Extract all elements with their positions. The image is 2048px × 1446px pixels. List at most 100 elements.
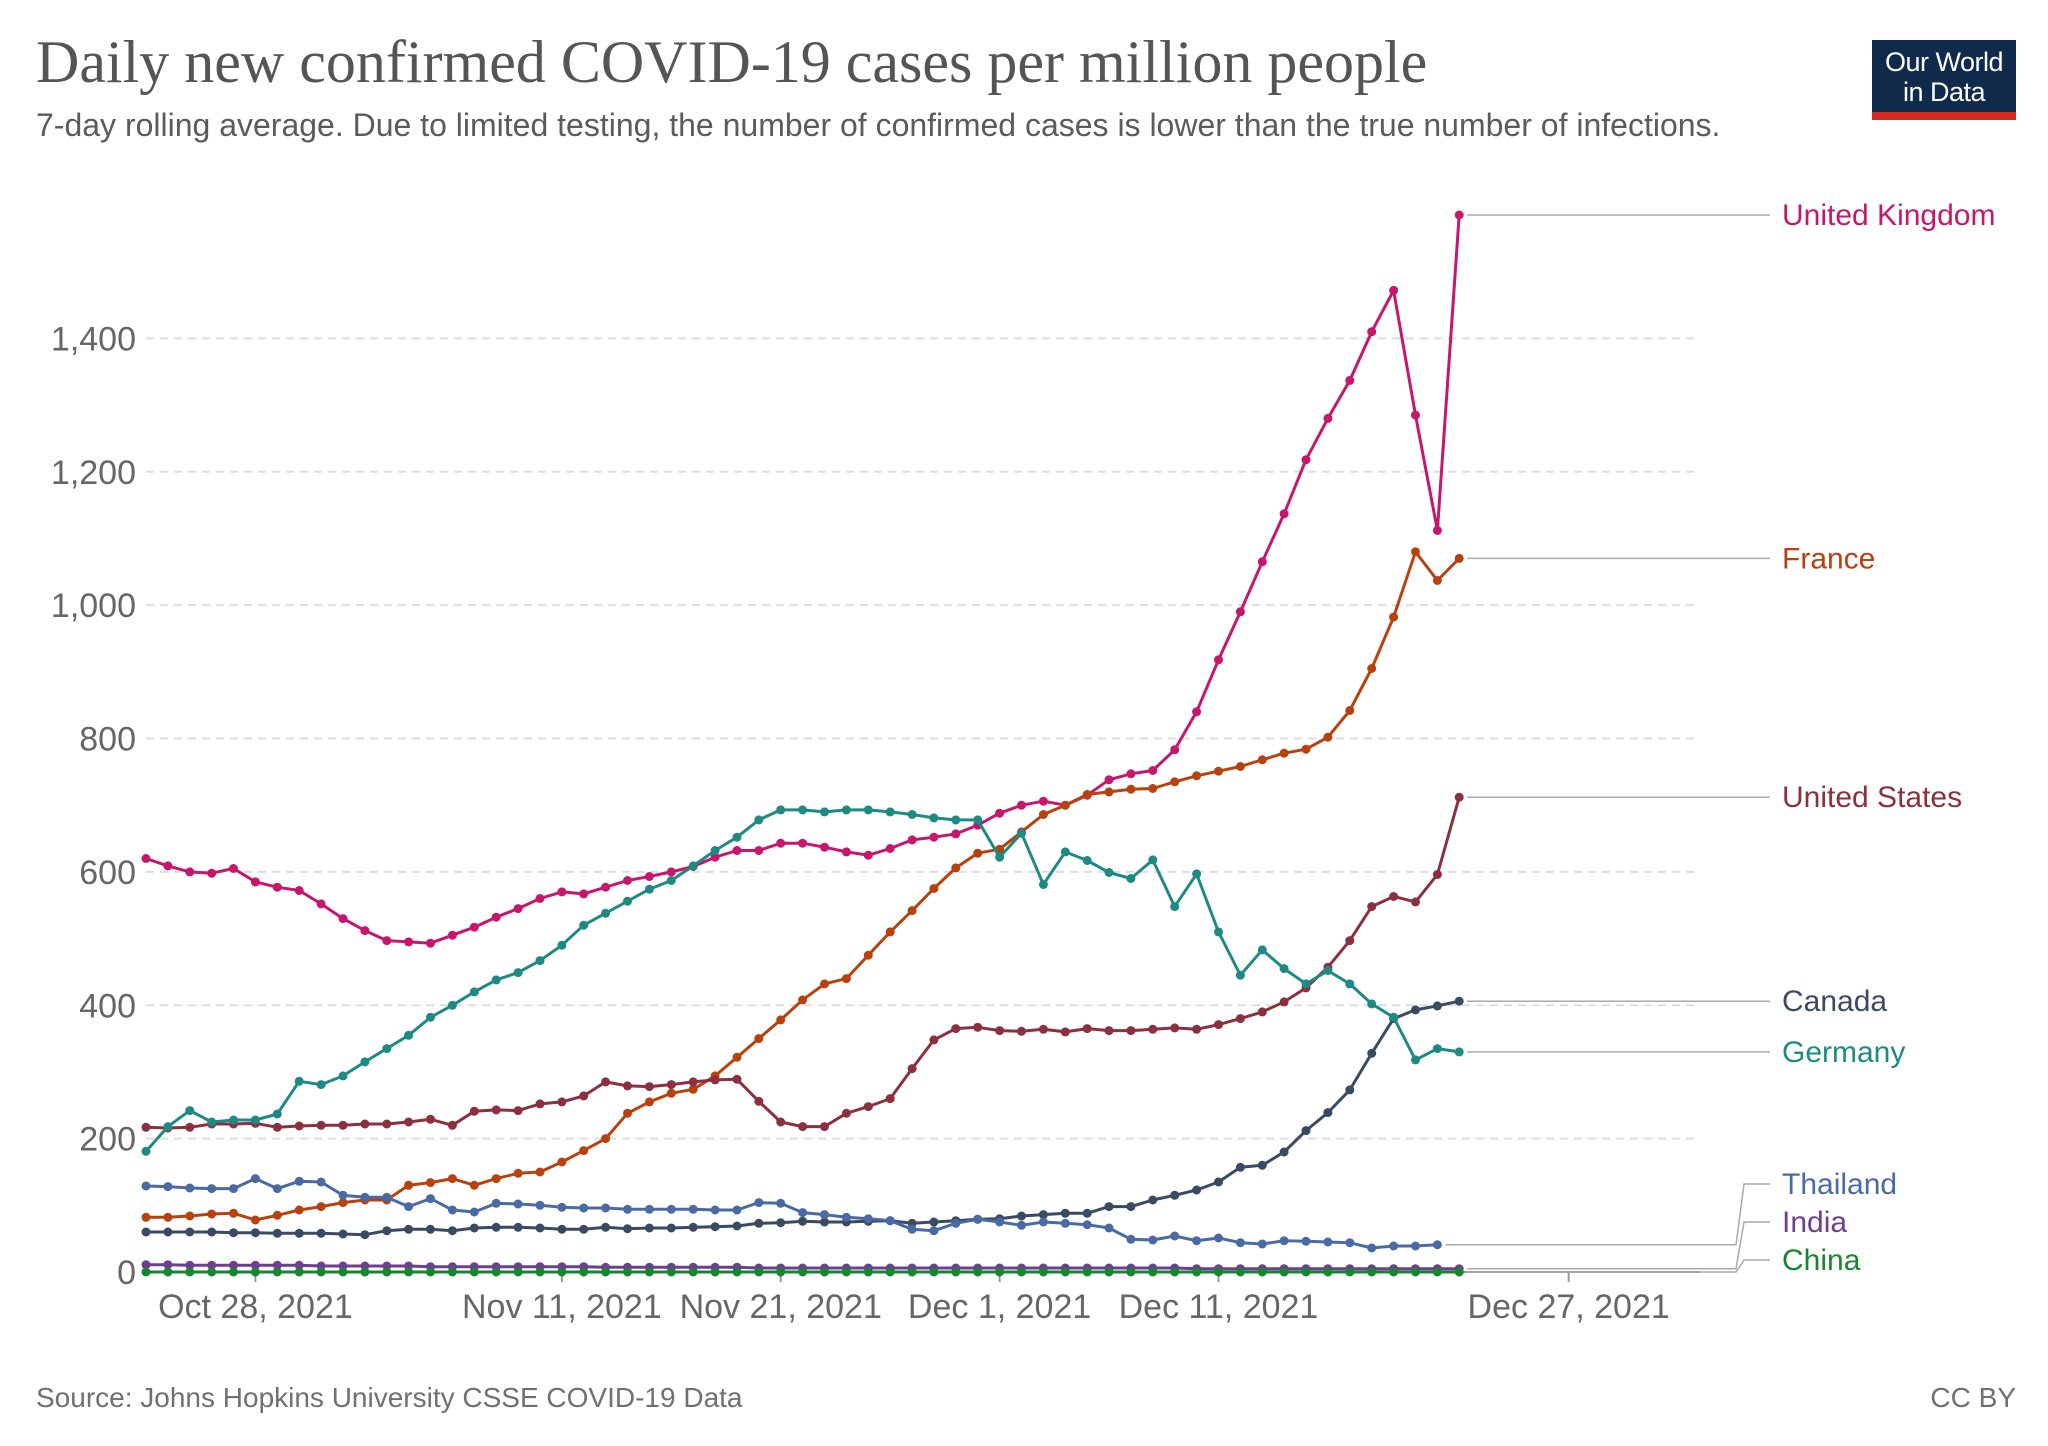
- data-point[interactable]: [1454, 792, 1464, 802]
- data-point[interactable]: [601, 1267, 611, 1277]
- data-point[interactable]: [294, 1121, 304, 1131]
- data-point[interactable]: [1192, 1236, 1202, 1246]
- data-point[interactable]: [294, 1176, 304, 1186]
- data-point[interactable]: [382, 936, 392, 946]
- legend-item-china[interactable]: China: [1467, 1244, 1861, 1277]
- data-point[interactable]: [688, 1084, 698, 1094]
- data-point[interactable]: [1367, 1267, 1377, 1277]
- data-point[interactable]: [798, 1216, 808, 1226]
- data-point[interactable]: [1126, 1267, 1136, 1277]
- data-point[interactable]: [207, 1117, 217, 1127]
- data-point[interactable]: [601, 882, 611, 892]
- data-point[interactable]: [1279, 1236, 1289, 1246]
- data-point[interactable]: [447, 1000, 457, 1010]
- data-point[interactable]: [404, 1202, 414, 1212]
- data-point[interactable]: [207, 1260, 217, 1270]
- data-point[interactable]: [754, 1034, 764, 1044]
- legend-item-thailand[interactable]: Thailand: [1445, 1168, 1897, 1246]
- data-point[interactable]: [1104, 1267, 1114, 1277]
- data-point[interactable]: [272, 1228, 282, 1238]
- data-point[interactable]: [863, 805, 873, 815]
- data-point[interactable]: [929, 1035, 939, 1045]
- data-point[interactable]: [250, 1260, 260, 1270]
- owid-logo[interactable]: Our World in Data: [1872, 40, 2016, 120]
- data-point[interactable]: [1301, 1236, 1311, 1246]
- data-point[interactable]: [1345, 375, 1355, 385]
- legend-label[interactable]: Germany: [1782, 1036, 1905, 1069]
- data-point[interactable]: [207, 1184, 217, 1194]
- data-point[interactable]: [885, 844, 895, 853]
- data-point[interactable]: [426, 1224, 435, 1234]
- data-point[interactable]: [885, 927, 895, 937]
- data-point[interactable]: [732, 1074, 742, 1084]
- data-point[interactable]: [185, 1106, 195, 1116]
- data-point[interactable]: [426, 1267, 435, 1277]
- data-point[interactable]: [1367, 664, 1377, 673]
- data-point[interactable]: [185, 1260, 195, 1270]
- data-point[interactable]: [1038, 1210, 1048, 1220]
- data-point[interactable]: [250, 1215, 260, 1225]
- data-point[interactable]: [666, 1204, 676, 1214]
- data-point[interactable]: [863, 850, 873, 860]
- data-point[interactable]: [688, 1222, 698, 1232]
- data-point[interactable]: [294, 1228, 304, 1238]
- data-point[interactable]: [929, 1267, 939, 1277]
- data-point[interactable]: [1126, 784, 1136, 794]
- data-point[interactable]: [1192, 1024, 1202, 1034]
- series-germany[interactable]: [141, 805, 1464, 1156]
- data-point[interactable]: [1235, 1014, 1245, 1024]
- data-point[interactable]: [798, 1208, 808, 1218]
- data-point[interactable]: [644, 1097, 654, 1107]
- data-point[interactable]: [272, 1109, 282, 1119]
- data-point[interactable]: [1082, 790, 1092, 799]
- data-point[interactable]: [229, 1115, 238, 1125]
- data-point[interactable]: [250, 1115, 260, 1125]
- data-point[interactable]: [163, 1267, 173, 1277]
- data-point[interactable]: [1060, 1218, 1070, 1228]
- data-point[interactable]: [754, 846, 764, 855]
- data-point[interactable]: [973, 1214, 983, 1224]
- data-point[interactable]: [579, 1224, 589, 1234]
- data-point[interactable]: [907, 810, 917, 819]
- data-point[interactable]: [404, 1180, 414, 1190]
- data-point[interactable]: [1389, 612, 1399, 622]
- data-point[interactable]: [272, 882, 282, 892]
- data-point[interactable]: [1126, 769, 1136, 779]
- legend-item-canada[interactable]: Canada: [1467, 985, 1887, 1018]
- data-point[interactable]: [1126, 1234, 1136, 1244]
- data-point[interactable]: [469, 1267, 479, 1277]
- data-point[interactable]: [491, 1222, 501, 1232]
- data-point[interactable]: [1017, 1026, 1026, 1036]
- data-point[interactable]: [1038, 1267, 1048, 1277]
- data-point[interactable]: [1170, 902, 1180, 912]
- data-point[interactable]: [1257, 755, 1267, 765]
- data-point[interactable]: [754, 1096, 764, 1106]
- data-point[interactable]: [885, 1267, 895, 1277]
- data-point[interactable]: [601, 1222, 611, 1232]
- data-point[interactable]: [666, 1088, 676, 1098]
- data-point[interactable]: [863, 1267, 873, 1277]
- data-point[interactable]: [1323, 966, 1333, 976]
- data-point[interactable]: [1411, 897, 1420, 907]
- data-point[interactable]: [382, 1192, 392, 1202]
- data-point[interactable]: [623, 876, 632, 885]
- data-point[interactable]: [229, 864, 238, 873]
- data-point[interactable]: [535, 1200, 545, 1210]
- data-point[interactable]: [688, 1204, 698, 1214]
- data-point[interactable]: [579, 889, 589, 899]
- data-point[interactable]: [382, 1226, 392, 1236]
- legend-label[interactable]: China: [1782, 1244, 1861, 1277]
- data-point[interactable]: [688, 1077, 698, 1087]
- data-point[interactable]: [623, 1081, 632, 1091]
- data-point[interactable]: [951, 829, 961, 839]
- data-point[interactable]: [447, 1120, 457, 1130]
- data-point[interactable]: [1192, 771, 1202, 781]
- data-point[interactable]: [1432, 1240, 1442, 1250]
- data-point[interactable]: [820, 979, 829, 989]
- data-point[interactable]: [229, 1228, 238, 1238]
- series-thailand[interactable]: [141, 1174, 1442, 1253]
- data-point[interactable]: [404, 1030, 414, 1040]
- data-point[interactable]: [404, 937, 414, 947]
- data-point[interactable]: [995, 1217, 1005, 1227]
- data-point[interactable]: [491, 1105, 501, 1115]
